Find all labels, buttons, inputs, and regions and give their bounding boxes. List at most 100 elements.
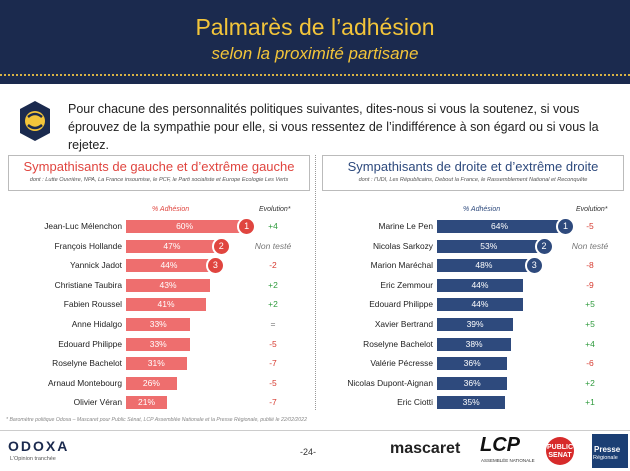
right-category-label: Eric Zemmour [380, 279, 433, 290]
left-bar: 60% [126, 220, 244, 233]
right-category-label: Roselyne Bachelot [363, 338, 433, 349]
left-category-label: Christiane Taubira [54, 279, 122, 290]
right-bar: 36% [437, 376, 508, 390]
right-evolution-column-header: Evolution* [576, 206, 608, 213]
right-bar-value-label: 48% [475, 260, 493, 271]
right-bar-value-label: 36% [463, 358, 481, 369]
right-bar: 36% [437, 357, 508, 371]
presse-regionale-text1: Presse [594, 445, 621, 454]
right-rank-badge: 3 [524, 256, 544, 276]
right-bar: 39% [437, 318, 514, 331]
left-bar-value-label: 26% [142, 377, 160, 388]
right-evolution-value: +1 [585, 397, 595, 408]
right-evolution-value: Non testé [571, 240, 609, 251]
right-evolution-value: -9 [586, 279, 594, 290]
left-bar: 44% [126, 259, 212, 273]
left-category-label: Roselyne Bachelot [52, 358, 122, 369]
left-evolution-value: +2 [268, 299, 278, 310]
right-bar-value-label: 53% [480, 240, 498, 251]
left-rank-badge: 3 [205, 256, 225, 276]
left-category-label: Arnaud Montebourg [47, 377, 122, 388]
left-bar-value-label: 21% [138, 397, 156, 408]
left-category-label: Edouard Philippe [58, 338, 122, 349]
left-category-label: Yannick Jadot [70, 260, 122, 271]
left-evolution-value: -7 [269, 358, 277, 369]
right-bar: 35% [437, 396, 506, 410]
right-bar: 48% [437, 259, 531, 273]
left-evolution-value: +2 [268, 279, 278, 290]
left-value-column-header: % Adhésion [152, 206, 190, 213]
header-banner: Palmarès de l’adhésion selon la proximit… [0, 0, 630, 84]
left-bar-value-label: 31% [147, 358, 165, 369]
right-category-label: Nicolas Dupont-Aignan [347, 377, 433, 388]
left-category-label: Olivier Véran [73, 397, 122, 408]
footer-divider [0, 430, 630, 431]
left-bar-value-label: 47% [163, 240, 181, 251]
right-evolution-value: +4 [585, 338, 595, 349]
right-category-label: Nicolas Sarkozy [372, 240, 433, 251]
left-bar: 33% [126, 318, 191, 331]
right-panel-subtitle: dont : l’UDI, Les Républicains, Debout l… [358, 177, 588, 183]
left-evolution-value: = [270, 319, 276, 329]
right-bar-value-label: 44% [471, 279, 489, 290]
right-category-label: Xavier Bertrand [374, 319, 433, 329]
left-category-label: Jean-Luc Mélenchon [44, 221, 122, 231]
presse-regionale-logo [592, 434, 628, 468]
right-evolution-value: -5 [586, 221, 594, 231]
right-category-label: Edouard Philippe [369, 299, 433, 310]
left-evolution-value: -5 [269, 377, 277, 388]
left-evolution-value: -2 [269, 260, 277, 271]
right-bar-value-label: 35% [462, 397, 480, 408]
left-bar-value-label: 60% [176, 221, 194, 231]
left-bar: 31% [126, 357, 187, 371]
footnote: * Baromètre politique Odoxa – Mascaret p… [6, 417, 307, 423]
presse-regionale-text2: Régionale [593, 455, 618, 461]
right-evolution-value: -8 [586, 260, 594, 271]
right-panel-title: Sympathisants de droite et d’extrême dro… [347, 159, 599, 174]
left-bar: 47% [126, 239, 218, 253]
right-rank-badge: 2 [534, 236, 554, 256]
right-evolution-value: +2 [585, 377, 595, 388]
odoxa-logo: ODOXA [8, 438, 70, 454]
left-bar: 43% [126, 278, 210, 292]
right-panel-header: Sympathisants de droite et d’extrême dro… [322, 155, 624, 191]
odoxa-badge-icon [20, 101, 50, 141]
right-evolution-value: +5 [585, 299, 595, 310]
page-title: Palmarès de l’adhésion [195, 14, 435, 40]
left-bar: 33% [126, 337, 191, 351]
right-bar: 44% [437, 278, 523, 292]
left-category-label: François Hollande [54, 240, 123, 251]
right-bar-value-label: 64% [490, 221, 508, 231]
right-bar-value-label: 36% [463, 377, 481, 388]
left-bar-value-label: 41% [157, 299, 175, 310]
left-rank-badge: 2 [211, 236, 231, 256]
left-panel-subtitle: dont : Lutte Ouvrière, NPA, La France in… [29, 177, 289, 183]
lcp-logo: LCP [480, 434, 520, 456]
left-rank-badge: 1 [237, 217, 257, 236]
left-evolution-value: -7 [269, 397, 277, 408]
page-subtitle: selon la proximité partisane [211, 44, 419, 63]
right-bar: 64% [437, 220, 562, 233]
page-number: -24- [300, 447, 317, 457]
left-evolution-value: +4 [268, 221, 278, 231]
left-bar-value-label: 33% [149, 319, 167, 329]
header-divider [0, 74, 630, 76]
mascaret-logo: mascaret [390, 440, 461, 457]
right-evolution-value: -6 [586, 358, 594, 369]
panel-separator [315, 155, 316, 410]
left-panel-title: Sympathisants de gauche et d’extrême gau… [23, 159, 295, 174]
svg-text:SENAT: SENAT [548, 452, 572, 459]
right-bar-value-label: 44% [471, 299, 489, 310]
right-bar-value-label: 38% [465, 338, 483, 349]
right-bar: 38% [437, 337, 512, 351]
left-evolution-column-header: Evolution* [259, 206, 291, 213]
right-bar: 53% [437, 239, 541, 253]
right-category-label: Marion Maréchal [370, 260, 433, 271]
odoxa-tagline: L’Opinion tranchée [10, 456, 56, 462]
left-category-label: Anne Hidalgo [71, 319, 122, 329]
svg-text:PUBLIC: PUBLIC [547, 444, 573, 451]
survey-question: Pour chacune des personnalités politique… [68, 102, 599, 152]
left-bar: 26% [126, 376, 177, 390]
left-bar: 21% [126, 396, 168, 410]
right-category-label: Valérie Pécresse [370, 358, 433, 369]
